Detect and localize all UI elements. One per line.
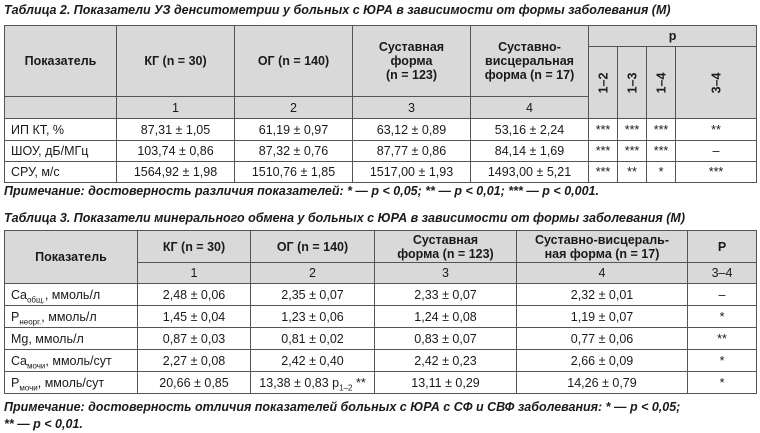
t2-header-kg: КГ (n = 30) <box>116 25 235 97</box>
t2-num-3: 3 <box>352 96 471 119</box>
t2-header-sv: Суставно-висцеральная форма (n = 17) <box>470 25 589 97</box>
table2-caption: Таблица 2. Показатели УЗ денситометрии у… <box>4 3 671 17</box>
t3-num-2: 2 <box>250 262 375 284</box>
t3-header-kg: КГ (n = 30) <box>137 230 251 263</box>
t2-num-blank <box>4 96 117 119</box>
t3-num-3: 3 <box>374 262 517 284</box>
t2-header-p-1-4: 1–4 <box>646 46 676 119</box>
table3-note: Примечание: достоверность отличия показа… <box>4 400 681 431</box>
table3: Показатель КГ (n = 30) ОГ (n = 140) Суст… <box>4 230 757 394</box>
t2-header-p-1-2: 1–2 <box>588 46 618 119</box>
t3-header-sust: Суставная форма (n = 123) <box>374 230 517 263</box>
t3-header-sv: Суставно-висцераль-ная форма (n = 17) <box>516 230 688 263</box>
t3-num-1: 1 <box>137 262 251 284</box>
t2-header-sust: Суставная форма (n = 123) <box>352 25 471 97</box>
t2-header-p-1-3: 1–3 <box>617 46 647 119</box>
table2: Показатель КГ (n = 30) ОГ (n = 140) Суст… <box>4 25 758 183</box>
table3-caption: Таблица 3. Показатели минерального обмен… <box>4 211 685 225</box>
table2-note: Примечание: достоверность различия показ… <box>4 184 599 198</box>
t2-header-indicator: Показатель <box>4 25 117 97</box>
table-row: Pнеорг., ммоль/л 1,45 ± 0,04 1,23 ± 0,06 … <box>4 305 757 328</box>
table-row: ИП КТ, % 87,31 ± 1,05 61,19 ± 0,97 63,12 … <box>4 118 758 141</box>
t2-num-1: 1 <box>116 96 235 119</box>
t2-header-p-3-4: 3–4 <box>674 46 758 119</box>
table-row: Pмочи, ммоль/сут 20,66 ± 0,85 13,38 ± 0,… <box>4 371 757 394</box>
t3-header-indicator: Показатель <box>4 230 138 284</box>
t3-header-og: ОГ (n = 140) <box>250 230 375 263</box>
t2-num-4: 4 <box>470 96 589 119</box>
table-row: Mg, ммоль/л 0,87 ± 0,03 0,81 ± 0,02 0,83 … <box>4 327 757 350</box>
table-row: Caмочи, ммоль/сут 2,27 ± 0,08 2,42 ± 0,40… <box>4 349 757 372</box>
t3-num-4: 4 <box>516 262 688 284</box>
t2-header-og: ОГ (n = 140) <box>234 25 353 97</box>
t3-num-3-4: 3–4 <box>687 262 757 284</box>
table-row: ШОУ, дБ/МГц 103,74 ± 0,86 87,32 ± 0,76 87… <box>4 140 758 162</box>
t3-header-p: P <box>687 230 757 263</box>
t2-num-2: 2 <box>234 96 353 119</box>
t2-header-p: p <box>587 25 758 47</box>
table-row: СРУ, м/с 1564,92 ± 1,98 1510,76 ± 1,85 15… <box>4 161 758 183</box>
table-row: Caобщ., ммоль/л 2,48 ± 0,06 2,35 ± 0,07 2… <box>4 283 757 306</box>
